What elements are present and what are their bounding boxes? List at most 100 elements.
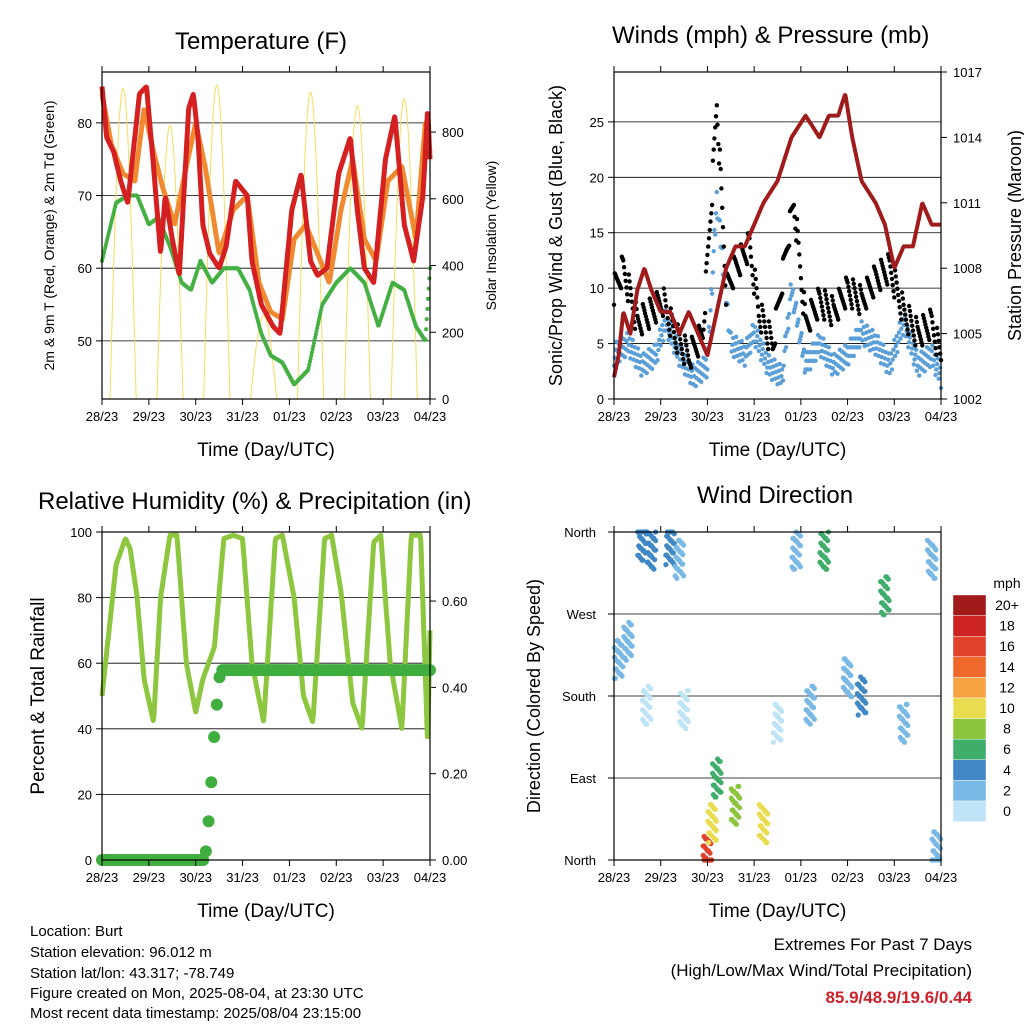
wind-speed-point	[794, 300, 799, 306]
wind-gust-point	[823, 292, 828, 298]
direction-point	[710, 770, 716, 776]
direction-point	[645, 559, 651, 565]
wind-speed-point	[741, 351, 746, 356]
wind-gust-point	[904, 322, 909, 327]
direction-point	[857, 693, 863, 699]
wind-speed-point	[711, 249, 716, 254]
wind-speed-point	[624, 338, 629, 344]
dewpoint-point	[424, 327, 429, 332]
wind-gust-point	[628, 292, 634, 298]
direction-y-tick-label: West	[567, 607, 597, 622]
legend-label: 18	[999, 618, 1015, 634]
wind-gust-point	[754, 286, 759, 291]
winds-x-axis-label: Time (Day/UTC)	[709, 440, 847, 461]
winds-x-tick-label: 04/23	[925, 409, 958, 424]
direction-point	[932, 575, 938, 581]
wind-gust-point	[900, 296, 906, 301]
wind-gust-point	[753, 276, 758, 282]
humidity-y-tick-label: 100	[70, 525, 92, 540]
temp-y-tick-label: 50	[78, 334, 92, 349]
info-elevation: Station elevation: 96.012 m	[30, 944, 212, 961]
wind-gust-point	[660, 313, 666, 319]
wind-gust-point	[853, 294, 859, 299]
wind-gust-point	[674, 350, 680, 355]
wind-speed-point	[887, 370, 892, 376]
direction-point	[779, 718, 785, 724]
wind-gust-point	[795, 228, 800, 234]
direction-point	[771, 730, 777, 736]
direction-point	[684, 716, 690, 722]
temp-y2-tick-label: 400	[442, 259, 464, 274]
legend-label: 12	[999, 679, 1015, 695]
wind-gust-point	[674, 345, 679, 351]
wind-speed-point	[785, 315, 790, 320]
humidity-x-tick-label: 02/23	[320, 870, 353, 885]
wind-speed-point	[742, 363, 747, 368]
direction-point	[855, 681, 861, 687]
winds-x-tick-label: 29/23	[644, 409, 677, 424]
direction-point	[764, 839, 770, 846]
wind-gust-point	[672, 335, 677, 341]
direction-point	[715, 765, 721, 772]
wind-speed-point	[758, 358, 764, 363]
wind-gust-point	[889, 276, 895, 282]
direction-point	[652, 557, 658, 563]
direction-point	[629, 643, 635, 649]
temp-y2-axis-label: Solar Insolation (Yellow)	[483, 161, 499, 311]
humidity-y-tick-label: 60	[78, 656, 92, 671]
wind-gust-point	[818, 295, 823, 301]
direction-point	[842, 656, 848, 662]
direction-point	[933, 841, 939, 847]
direction-point	[846, 661, 852, 667]
direction-point	[678, 549, 684, 555]
dewpoint-point	[427, 276, 432, 281]
temp-y-tick-label: 80	[78, 116, 92, 131]
wind-speed-point	[821, 336, 826, 341]
direction-point	[765, 821, 771, 827]
wind-gust-point	[895, 286, 900, 291]
direction-point	[883, 583, 889, 589]
wind-gust-point	[791, 202, 797, 208]
wind-gust-point	[748, 254, 754, 259]
direction-point	[643, 700, 649, 706]
wind-gust-point	[846, 289, 852, 294]
direction-point	[762, 828, 768, 834]
direction-point	[733, 790, 739, 797]
direction-point	[860, 676, 866, 683]
wind-gust-point	[679, 346, 684, 352]
direction-point	[674, 544, 680, 551]
wind-gust-point	[857, 311, 862, 317]
winds-y-tick-label: 15	[590, 226, 604, 241]
direction-y-tick-label: North	[564, 525, 596, 540]
winds-y-tick-label: 10	[590, 281, 604, 296]
humidity-y-tick-label: 20	[78, 787, 92, 802]
direction-point	[790, 554, 796, 560]
wind-speed-point	[796, 317, 801, 322]
wind-gust-point	[871, 295, 876, 300]
wind-gust-point	[853, 290, 858, 295]
winds-y2-tick-label: 1008	[953, 261, 982, 276]
wind-speed-point	[777, 361, 782, 367]
direction-point	[706, 809, 712, 815]
wind-gust-point	[780, 291, 785, 296]
wind-speed-point	[931, 363, 936, 368]
wind-speed-point	[756, 348, 761, 354]
direction-point	[820, 542, 827, 549]
direction-point	[641, 688, 647, 694]
humidity-y-tick-label: 80	[78, 591, 92, 606]
wind-speed-point	[713, 232, 718, 237]
wind-speed-point	[763, 350, 768, 355]
direction-x-tick-label: 31/23	[738, 870, 771, 885]
dewpoint-point	[424, 317, 429, 322]
winds-y-tick-label: 20	[590, 170, 604, 185]
direction-point	[664, 552, 670, 558]
dewpoint-point	[307, 362, 312, 367]
wind-gust-point	[878, 287, 883, 293]
wind-gust-point	[639, 332, 645, 337]
direction-point	[897, 704, 903, 710]
wind-speed-point	[766, 353, 772, 358]
wind-gust-point	[927, 337, 932, 343]
direction-point	[613, 666, 619, 672]
wind-gust-point	[902, 307, 907, 312]
direction-point	[823, 535, 829, 542]
